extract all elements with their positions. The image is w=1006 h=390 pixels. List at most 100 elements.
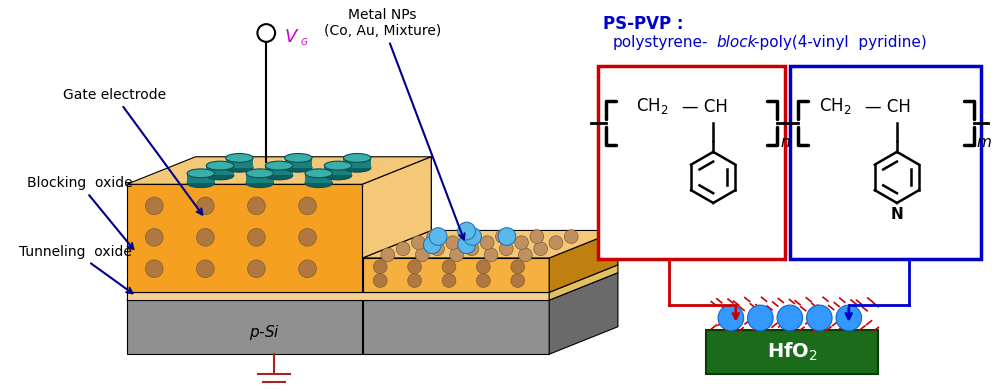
Circle shape xyxy=(442,260,456,274)
Circle shape xyxy=(396,242,410,256)
Ellipse shape xyxy=(225,163,254,172)
Polygon shape xyxy=(127,157,432,184)
Circle shape xyxy=(518,248,532,262)
Circle shape xyxy=(196,197,214,215)
Circle shape xyxy=(499,242,513,256)
Circle shape xyxy=(411,236,426,250)
Circle shape xyxy=(477,260,490,274)
Circle shape xyxy=(373,260,387,274)
Circle shape xyxy=(196,229,214,246)
Polygon shape xyxy=(362,230,618,258)
Circle shape xyxy=(247,260,266,278)
Circle shape xyxy=(534,242,547,256)
Ellipse shape xyxy=(285,163,312,172)
Circle shape xyxy=(373,274,387,287)
Text: $p$-Si: $p$-Si xyxy=(248,323,280,342)
Circle shape xyxy=(480,236,494,250)
Text: Metal NPs
(Co, Au, Mixture): Metal NPs (Co, Au, Mixture) xyxy=(324,8,465,239)
Polygon shape xyxy=(362,258,549,292)
Circle shape xyxy=(196,260,214,278)
Circle shape xyxy=(511,274,524,287)
Polygon shape xyxy=(362,157,432,258)
Polygon shape xyxy=(362,273,618,300)
Text: -poly(4-vinyl  pyridine): -poly(4-vinyl pyridine) xyxy=(753,35,927,50)
Text: — CH: — CH xyxy=(865,98,911,115)
Text: — CH: — CH xyxy=(682,98,727,115)
Ellipse shape xyxy=(266,161,293,170)
Circle shape xyxy=(146,197,163,215)
Circle shape xyxy=(450,248,464,262)
Text: Tunneling  oxide: Tunneling oxide xyxy=(19,245,133,293)
Text: polystyrene-: polystyrene- xyxy=(613,35,708,50)
Circle shape xyxy=(299,197,316,215)
Text: N: N xyxy=(890,207,903,222)
Circle shape xyxy=(424,236,441,254)
Polygon shape xyxy=(549,265,618,300)
Circle shape xyxy=(477,274,490,287)
Text: Blocking  oxide: Blocking oxide xyxy=(26,176,134,249)
Bar xyxy=(790,66,982,259)
Bar xyxy=(206,166,233,176)
Circle shape xyxy=(496,230,509,243)
Circle shape xyxy=(407,260,422,274)
Text: CH$_2$: CH$_2$ xyxy=(636,96,668,115)
Bar xyxy=(266,166,293,176)
Bar xyxy=(343,158,371,168)
Polygon shape xyxy=(127,300,362,354)
Circle shape xyxy=(777,305,803,331)
Ellipse shape xyxy=(246,169,274,178)
Circle shape xyxy=(247,229,266,246)
Ellipse shape xyxy=(206,161,233,170)
Text: PS-PVP :: PS-PVP : xyxy=(604,15,684,33)
Ellipse shape xyxy=(187,179,214,188)
Polygon shape xyxy=(549,273,618,354)
Polygon shape xyxy=(127,184,362,292)
Text: CH$_2$: CH$_2$ xyxy=(819,96,852,115)
Ellipse shape xyxy=(305,179,332,188)
Circle shape xyxy=(718,305,743,331)
Circle shape xyxy=(461,230,475,243)
Polygon shape xyxy=(549,230,618,292)
Circle shape xyxy=(515,236,528,250)
Circle shape xyxy=(299,260,316,278)
Circle shape xyxy=(407,274,422,287)
Circle shape xyxy=(442,274,456,287)
Text: HfO$_2$: HfO$_2$ xyxy=(767,340,818,363)
Text: block: block xyxy=(716,35,757,50)
Ellipse shape xyxy=(343,154,371,162)
Polygon shape xyxy=(127,265,618,292)
Ellipse shape xyxy=(187,169,214,178)
Polygon shape xyxy=(362,157,432,292)
Circle shape xyxy=(465,242,479,256)
Circle shape xyxy=(530,230,543,243)
Circle shape xyxy=(458,236,476,254)
Circle shape xyxy=(247,197,266,215)
Circle shape xyxy=(549,236,562,250)
Circle shape xyxy=(146,229,163,246)
Bar xyxy=(187,173,214,183)
Circle shape xyxy=(299,229,316,246)
Circle shape xyxy=(431,242,445,256)
Polygon shape xyxy=(362,273,432,354)
Circle shape xyxy=(458,222,476,240)
Circle shape xyxy=(498,228,516,245)
Circle shape xyxy=(836,305,861,331)
Circle shape xyxy=(415,248,430,262)
Circle shape xyxy=(446,236,460,250)
Circle shape xyxy=(807,305,832,331)
Ellipse shape xyxy=(324,161,352,170)
Ellipse shape xyxy=(206,171,233,180)
Ellipse shape xyxy=(324,171,352,180)
Bar xyxy=(599,66,785,259)
Ellipse shape xyxy=(246,179,274,188)
Bar xyxy=(225,158,254,168)
Circle shape xyxy=(427,230,441,243)
Text: $V$: $V$ xyxy=(284,28,300,46)
Circle shape xyxy=(430,228,447,245)
Ellipse shape xyxy=(285,154,312,162)
Circle shape xyxy=(747,305,774,331)
Bar xyxy=(305,173,332,183)
Ellipse shape xyxy=(343,163,371,172)
Circle shape xyxy=(511,260,524,274)
Ellipse shape xyxy=(305,169,332,178)
